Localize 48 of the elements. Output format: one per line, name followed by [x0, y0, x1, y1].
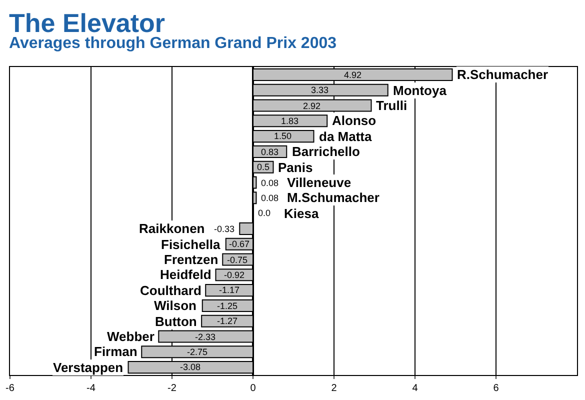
data-label: 0.83 [261, 147, 279, 157]
y-tick-label: M.Schumacher [287, 190, 380, 205]
data-label: 1.83 [281, 116, 299, 126]
chart-subtitle: Averages through German Grand Prix 2003 [9, 35, 337, 52]
data-label: -1.25 [217, 301, 238, 311]
x-tick-label: -2 [168, 383, 177, 394]
x-tick-label: 2 [331, 383, 338, 394]
y-tick-label: Panis [278, 160, 313, 175]
data-label: -3.08 [180, 362, 201, 372]
x-tick-label: 6 [493, 383, 500, 394]
data-label: -0.75 [227, 255, 248, 265]
x-tick-label: -6 [6, 383, 15, 394]
y-tick-label: R.Schumacher [457, 67, 548, 82]
y-tick-label: Coulthard [140, 283, 202, 298]
data-label: 3.33 [311, 85, 329, 95]
y-tick-label: Frentzen [164, 252, 218, 267]
data-label: 2.92 [303, 101, 321, 111]
data-label: -1.17 [219, 285, 240, 295]
x-tick-label: 4 [412, 383, 418, 394]
y-tick-label: Heidfeld [160, 267, 212, 282]
y-tick-label: Button [155, 314, 197, 329]
x-tick-label: -4 [86, 383, 96, 394]
data-label: -1.27 [217, 316, 238, 326]
y-tick-label: Firman [94, 344, 138, 359]
y-tick-label: Kiesa [284, 206, 320, 221]
y-tick-label: Raikkonen [139, 221, 205, 236]
y-tick-label: da Matta [319, 129, 372, 144]
data-label: 0.5 [257, 162, 270, 172]
data-label: -0.92 [224, 270, 245, 280]
x-tick-label: 0 [250, 383, 256, 394]
data-label: -0.67 [229, 239, 250, 249]
data-label: -0.33 [214, 224, 235, 234]
data-label: -2.75 [187, 347, 208, 357]
data-label: 4.92 [344, 70, 362, 80]
y-tick-label: Barrichello [292, 144, 360, 159]
y-tick-label: Verstappen [53, 360, 124, 375]
y-tick-label: Wilson [154, 298, 197, 313]
data-label: 0.08 [261, 178, 279, 188]
y-tick-label: Fisichella [161, 237, 222, 252]
data-label: 0.0 [258, 208, 271, 218]
y-tick-label: Villeneuve [287, 175, 352, 190]
y-tick-label: Webber [107, 329, 154, 344]
y-tick-label: Alonso [332, 113, 376, 128]
data-label: 0.08 [261, 193, 279, 203]
data-label: 1.50 [274, 131, 292, 141]
data-label: -2.33 [195, 332, 216, 342]
y-tick-label: Montoya [393, 83, 448, 98]
y-tick-label: Trulli [376, 98, 408, 113]
